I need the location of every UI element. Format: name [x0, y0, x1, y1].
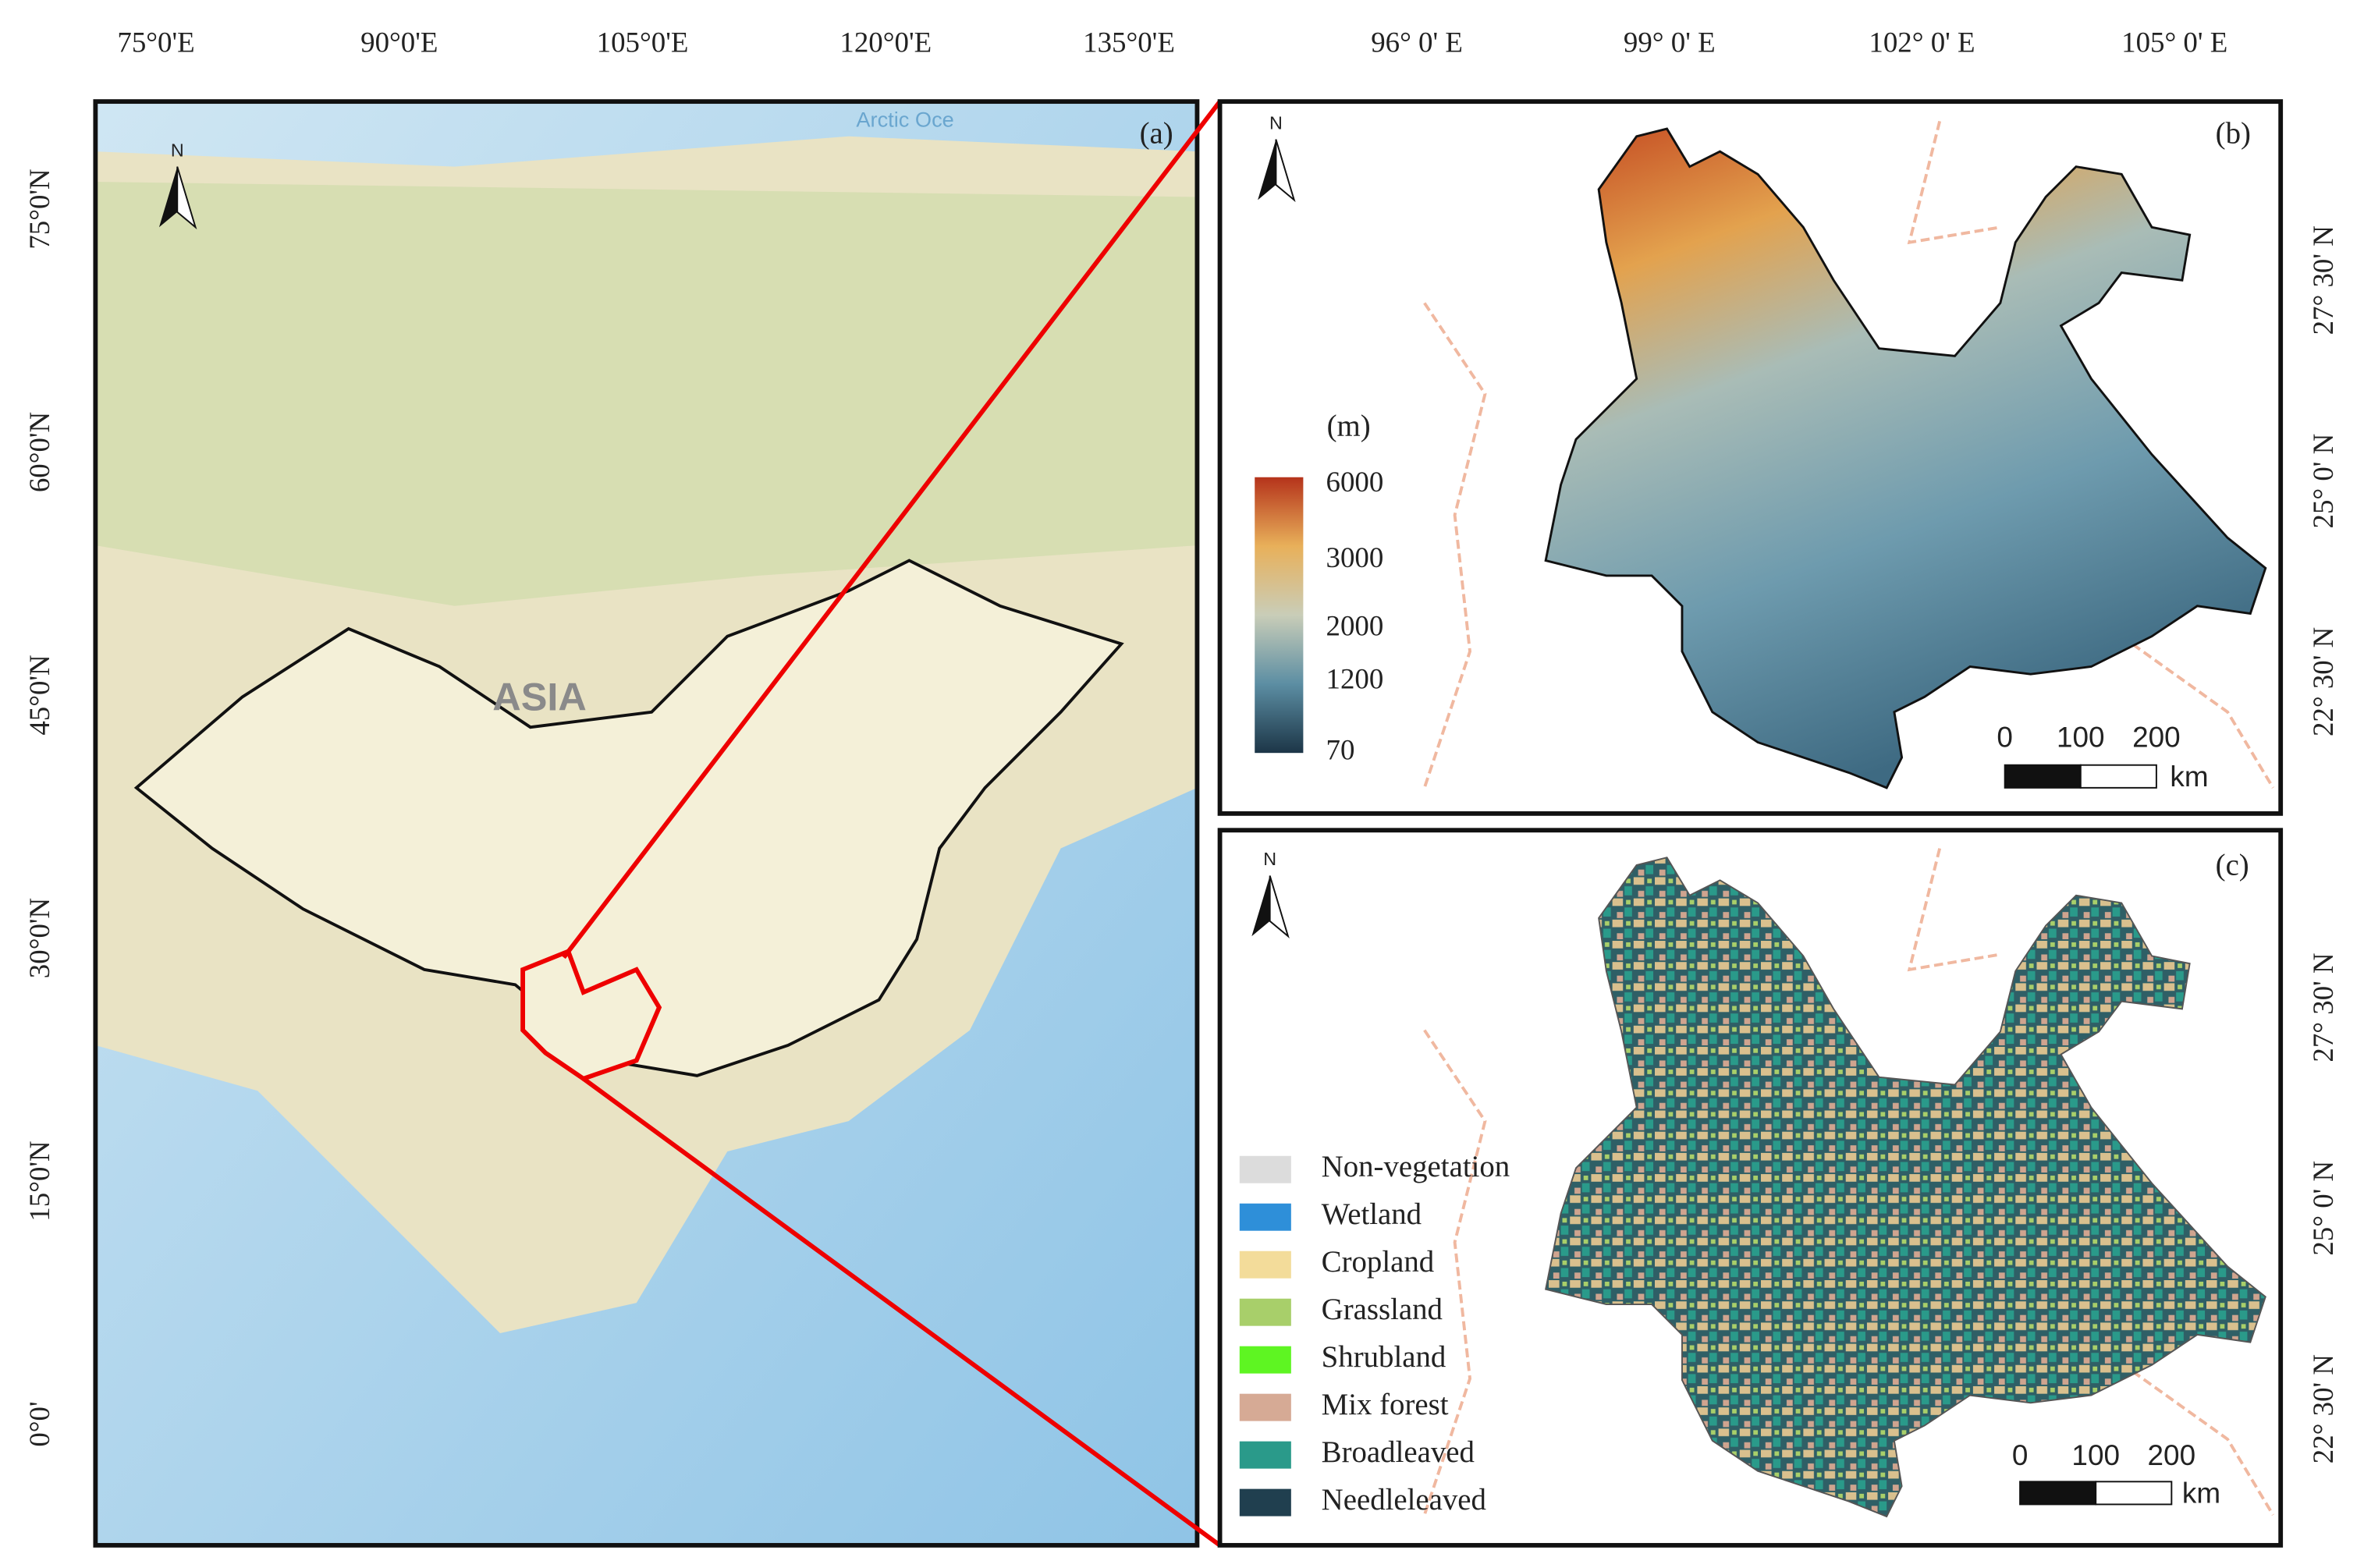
- north-arrow: [176, 166, 197, 230]
- scale-bar: [2095, 1481, 2173, 1506]
- legend-swatch: [1239, 1346, 1291, 1374]
- north-arrow: [1269, 875, 1290, 938]
- leader-line: [582, 1077, 1222, 1548]
- scale-unit: km: [2170, 761, 2208, 793]
- y-tick-label: 30°0'N: [23, 898, 55, 978]
- y-tick-label: 75°0'N: [23, 169, 55, 249]
- legend-swatch: [1239, 1488, 1291, 1517]
- x-tick-label: 135°0'E: [1083, 27, 1175, 59]
- frame: [93, 99, 1200, 1548]
- north-arrow: [158, 166, 178, 228]
- y-tick-label: 22° 30' N: [2307, 627, 2339, 736]
- panel-label: (b): [2216, 117, 2251, 151]
- scale-label: 100: [2057, 721, 2105, 753]
- y-tick-label: 27° 30' N: [2307, 953, 2339, 1062]
- colorbar: [1255, 477, 1304, 754]
- scale-label: 200: [2132, 721, 2181, 753]
- china-outline: [133, 559, 1124, 1077]
- legend-label: Non-vegetation: [1322, 1150, 1510, 1183]
- legend-swatch: [1239, 1298, 1291, 1326]
- generated: 75°0'E 90°0'E 105°0'E 120°0'E 135°0'E 75°0'N 6…: [23, 27, 2339, 1517]
- border-line: [1422, 848, 2275, 1517]
- panel-c: (c) N km: [1217, 828, 2284, 1548]
- colorbar-label: 70: [1326, 734, 1355, 766]
- y-tick-label: 25° 0' N: [2307, 434, 2339, 529]
- scale-label: 0: [2012, 1439, 2029, 1471]
- y-tick-label: 60°0'N: [23, 412, 55, 492]
- legend-label: Cropland: [1322, 1245, 1435, 1279]
- legend-label: Grassland: [1322, 1293, 1443, 1326]
- north-label: N: [1269, 112, 1283, 133]
- y-tick-label: 27° 30' N: [2307, 225, 2339, 335]
- y-tick-label: 0°0': [23, 1401, 55, 1446]
- land-forest: [95, 182, 1198, 606]
- legend-label: Shrubland: [1322, 1340, 1446, 1374]
- map-label: ASIA: [492, 675, 587, 719]
- panel-label: (a): [1140, 117, 1173, 151]
- scale-bar: [2004, 764, 2082, 789]
- y-tick-label: 25° 0' N: [2307, 1161, 2339, 1256]
- x-tick-label: 96° 0' E: [1371, 27, 1463, 59]
- x-tick-label: 75°0'E: [117, 27, 194, 59]
- frame: [1217, 99, 2284, 816]
- map-label: Arctic Oce: [856, 108, 953, 132]
- frame: [1217, 828, 2284, 1548]
- legend-label: Needleleaved: [1322, 1483, 1486, 1517]
- colorbar-label: 2000: [1326, 609, 1384, 641]
- border-line: [1422, 120, 2275, 789]
- y-tick-label: 15°0'N: [23, 1141, 55, 1221]
- north-label: N: [1263, 849, 1276, 869]
- north-label: N: [171, 140, 184, 160]
- x-tick-label: 102° 0' E: [1869, 27, 1975, 59]
- x-tick-label: 105° 0' E: [2121, 27, 2227, 59]
- y-tick-label: 45°0'N: [23, 655, 55, 735]
- north-arrow: [1258, 139, 1276, 200]
- x-tick-label: 120°0'E: [839, 27, 932, 59]
- x-tick-label: 90°0'E: [360, 27, 438, 59]
- legend-label: Wetland: [1322, 1197, 1422, 1231]
- panel-a: ASIA Arctic Oce (a) N: [93, 99, 1200, 1548]
- x-tick-label: 105°0'E: [597, 27, 689, 59]
- colorbar-label: 6000: [1326, 466, 1384, 498]
- colorbar-label: 3000: [1326, 541, 1384, 573]
- legend-swatch: [1239, 1393, 1291, 1421]
- scale-label: 100: [2071, 1439, 2120, 1471]
- panel-label: (c): [2216, 849, 2249, 882]
- yunnan-outline: [520, 948, 662, 1081]
- legend-swatch: [1239, 1203, 1291, 1231]
- legend-swatch: [1239, 1250, 1291, 1279]
- north-arrow: [1275, 139, 1296, 203]
- legend-title: (m): [1327, 410, 1371, 443]
- y-tick-label: 22° 30' N: [2307, 1354, 2339, 1463]
- north-arrow: [1251, 875, 1270, 937]
- x-tick-label: 99° 0' E: [1624, 27, 1716, 59]
- panel-b: (b) N (m) km: [1217, 99, 2284, 816]
- scale-label: 200: [2148, 1439, 2196, 1471]
- leader-line: [562, 100, 1222, 960]
- legend-swatch: [1239, 1155, 1291, 1183]
- scale-bar: [2079, 764, 2157, 789]
- scale-label: 0: [1997, 721, 2013, 753]
- scale-bar: [2019, 1481, 2097, 1506]
- legend-swatch: [1239, 1441, 1291, 1469]
- colorbar-label: 1200: [1326, 662, 1384, 694]
- scale-unit: km: [2182, 1478, 2220, 1509]
- legend-label: Broadleaved: [1322, 1435, 1475, 1469]
- legend-label: Mix forest: [1322, 1388, 1449, 1421]
